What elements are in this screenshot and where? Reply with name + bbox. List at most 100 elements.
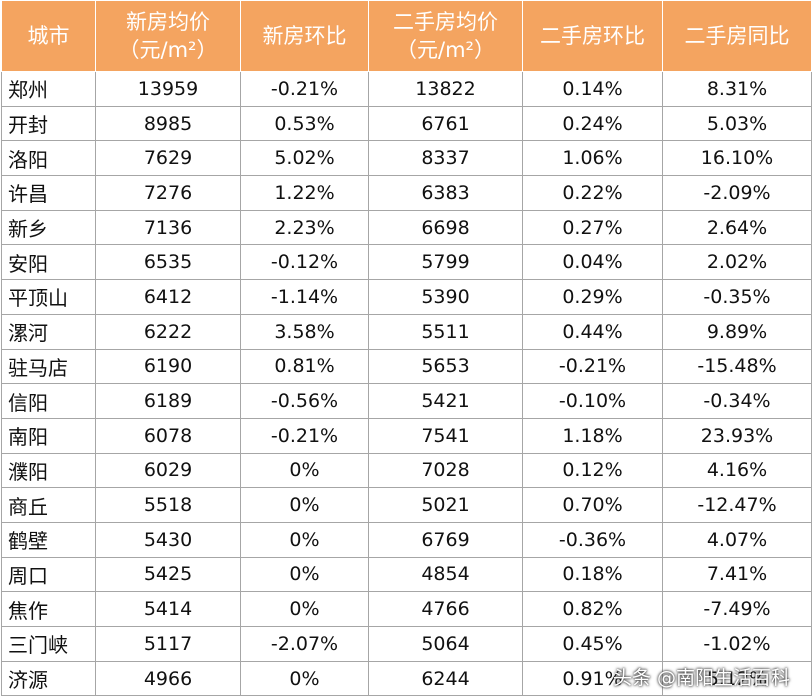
value-cell: 6029	[95, 452, 241, 489]
header-cell: 城市	[1, 0, 96, 72]
value-cell: 1.18%	[522, 417, 663, 454]
value-cell: 5518	[95, 487, 241, 523]
city-cell: 许昌	[1, 175, 96, 211]
value-cell: 16.10%	[662, 140, 812, 177]
value-cell: 0.53%	[240, 105, 369, 142]
value-cell: 6078	[95, 417, 241, 454]
value-cell: -0.36%	[522, 521, 663, 558]
header-cell: 新房均价 （元/m²）	[95, 0, 241, 72]
value-cell: 0%	[240, 591, 369, 627]
value-cell: 5.03%	[662, 105, 812, 142]
value-cell: -1.14%	[240, 279, 369, 315]
value-cell: 5511	[368, 313, 523, 350]
value-cell: 6222	[95, 313, 241, 350]
value-cell: 5064	[368, 626, 523, 662]
table-row: 新乡 7136 2.23% 6698 0.27% 2.64%	[1, 209, 812, 246]
value-cell: -15.48%	[662, 348, 812, 385]
value-cell: 7276	[95, 175, 241, 211]
value-cell: -2.07%	[240, 626, 369, 662]
value-cell: 0%	[240, 660, 369, 697]
table-row: 开封 8985 0.53% 6761 0.24% 5.03%	[1, 105, 812, 142]
value-cell: 4.16%	[662, 452, 812, 489]
city-cell: 信阳	[1, 383, 96, 419]
table-row: 信阳 6189 -0.56% 5421 -0.10% -0.34%	[1, 383, 812, 419]
value-cell: 6190	[95, 348, 241, 385]
value-cell: 4.07%	[662, 521, 812, 558]
table-row: 许昌 7276 1.22% 6383 0.22% -2.09%	[1, 175, 812, 211]
value-cell: 0.27%	[522, 209, 663, 246]
value-cell: 5421	[368, 383, 523, 419]
value-cell: 0.45%	[522, 626, 663, 662]
header-row: 城市 新房均价 （元/m²） 新房环比 二手房均价 （元/m²） 二手房环比 二手房同比	[1, 0, 812, 72]
value-cell: 4966	[95, 660, 241, 697]
value-cell: 7136	[95, 209, 241, 246]
value-cell: -0.21%	[240, 71, 369, 107]
city-cell: 驻马店	[1, 348, 96, 385]
value-cell: 0.81%	[240, 348, 369, 385]
value-cell: 0%	[240, 521, 369, 558]
value-cell: 5.02%	[240, 140, 369, 177]
value-cell: 5430	[95, 521, 241, 558]
city-cell: 平顶山	[1, 279, 96, 315]
value-cell: 13822	[368, 71, 523, 107]
table-row: 商丘 5518 0% 5021 0.70% -12.47%	[1, 487, 812, 523]
value-cell: -0.56%	[240, 383, 369, 419]
city-cell: 洛阳	[1, 140, 96, 177]
value-cell: -0.34%	[662, 383, 812, 419]
value-cell: 6535	[95, 244, 241, 281]
table-row: 郑州 13959 -0.21% 13822 0.14% 8.31%	[1, 71, 812, 107]
value-cell: -0.35%	[662, 279, 812, 315]
city-cell: 新乡	[1, 209, 96, 246]
table-row: 鹤壁 5430 0% 6769 -0.36% 4.07%	[1, 521, 812, 558]
value-cell: 0.18%	[522, 556, 663, 593]
city-cell: 济源	[1, 660, 96, 697]
value-cell: 5653	[368, 348, 523, 385]
value-cell: 4854	[368, 556, 523, 593]
header-cell: 新房环比	[240, 0, 369, 72]
value-cell: 5.12%	[662, 660, 812, 697]
value-cell: 5414	[95, 591, 241, 627]
header-cell: 二手房均价 （元/m²）	[368, 0, 523, 72]
value-cell: 7.41%	[662, 556, 812, 593]
table-row: 洛阳 7629 5.02% 8337 1.06% 16.10%	[1, 140, 812, 177]
value-cell: 2.23%	[240, 209, 369, 246]
table-row: 三门峡 5117 -2.07% 5064 0.45% -1.02%	[1, 626, 812, 662]
value-cell: 7541	[368, 417, 523, 454]
value-cell: 1.22%	[240, 175, 369, 211]
header-cell: 二手房环比	[522, 0, 663, 72]
table-row: 驻马店 6190 0.81% 5653 -0.21% -15.48%	[1, 348, 812, 385]
table-row: 焦作 5414 0% 4766 0.82% -7.49%	[1, 591, 812, 627]
table-row: 漯河 6222 3.58% 5511 0.44% 9.89%	[1, 313, 812, 350]
city-cell: 南阳	[1, 417, 96, 454]
city-cell: 漯河	[1, 313, 96, 350]
value-cell: -12.47%	[662, 487, 812, 523]
value-cell: -0.21%	[522, 348, 663, 385]
value-cell: 5799	[368, 244, 523, 281]
value-cell: 5425	[95, 556, 241, 593]
city-cell: 周口	[1, 556, 96, 593]
value-cell: 3.58%	[240, 313, 369, 350]
value-cell: 6189	[95, 383, 241, 419]
value-cell: 6412	[95, 279, 241, 315]
value-cell: -0.21%	[240, 417, 369, 454]
value-cell: -0.10%	[522, 383, 663, 419]
table-row: 济源 4966 0% 6244 0.91% 5.12%	[1, 660, 812, 697]
value-cell: 6769	[368, 521, 523, 558]
value-cell: 4766	[368, 591, 523, 627]
watermark: 头条 @南阳生活百科	[612, 667, 790, 689]
value-cell: 5117	[95, 626, 241, 662]
value-cell: 23.93%	[662, 417, 812, 454]
value-cell: -7.49%	[662, 591, 812, 627]
value-cell: 6244	[368, 660, 523, 697]
value-cell: 0.24%	[522, 105, 663, 142]
value-cell: 0.70%	[522, 487, 663, 523]
table-row: 周口 5425 0% 4854 0.18% 7.41%	[1, 556, 812, 593]
value-cell: 7629	[95, 140, 241, 177]
value-cell: 0.22%	[522, 175, 663, 211]
value-cell: 0.82%	[522, 591, 663, 627]
value-cell: 7028	[368, 452, 523, 489]
value-cell: 2.64%	[662, 209, 812, 246]
value-cell: 8.31%	[662, 71, 812, 107]
city-cell: 焦作	[1, 591, 96, 627]
